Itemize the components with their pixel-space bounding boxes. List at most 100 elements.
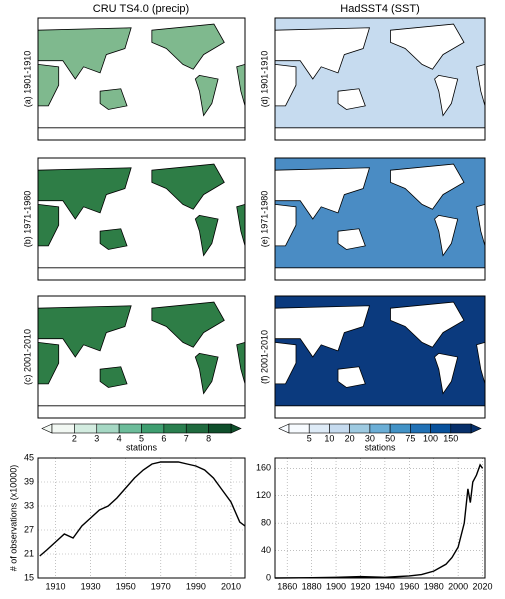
- colorbar-tick-label: 20: [345, 433, 355, 443]
- panel-label: (b) 1971-1980: [22, 191, 32, 248]
- colorbar-box: [308, 423, 330, 434]
- map-frame: [274, 157, 486, 281]
- map-land: [37, 305, 132, 358]
- panel-label: (f) 2001-2010: [259, 330, 269, 384]
- x-tick-label: 1980: [424, 581, 444, 591]
- colorbar-tick-label: 2: [72, 433, 77, 443]
- colorbar-tick-label: 8: [206, 433, 211, 443]
- colorbar-arrow: [278, 423, 290, 434]
- map-land: [274, 27, 371, 80]
- y-axis-label: # of observations (x10000): [8, 465, 18, 572]
- map-land: [274, 167, 371, 220]
- map-land: [390, 23, 465, 70]
- y-tick-label: 39: [24, 476, 34, 486]
- colorbar-tick-label: 100: [423, 433, 438, 443]
- colorbar-tick-label: 50: [385, 433, 395, 443]
- colorbar-tick-label: 4: [117, 433, 122, 443]
- map-land: [274, 405, 486, 419]
- colorbar-tick-label: 75: [405, 433, 415, 443]
- colorbar-box: [450, 423, 472, 434]
- x-tick-label: 1990: [186, 581, 206, 591]
- colorbar-label: stations: [126, 442, 158, 452]
- panel-label: (e) 1971-1980: [259, 191, 269, 248]
- map-land: [274, 127, 486, 141]
- colorbar-box: [141, 423, 165, 434]
- y-tick-label: 160: [256, 463, 271, 473]
- map-land: [274, 305, 371, 358]
- x-tick-label: 1910: [46, 581, 66, 591]
- map-land: [99, 88, 128, 110]
- colorbar-arrow: [470, 423, 482, 434]
- x-tick-label: 2010: [221, 581, 241, 591]
- colorbar-box: [430, 423, 452, 434]
- map-land: [37, 27, 132, 80]
- map-land: [434, 214, 459, 257]
- map-frame: [274, 17, 486, 141]
- x-tick-label: 1950: [116, 581, 136, 591]
- map-land: [194, 74, 219, 117]
- y-tick-label: 45: [24, 452, 34, 462]
- plot-frame: [37, 457, 246, 579]
- y-tick-label: 15: [24, 572, 34, 582]
- colorbar-box: [329, 423, 350, 434]
- colorbar-tick-label: 10: [324, 433, 334, 443]
- map-land: [390, 163, 465, 210]
- colorbar-box: [185, 423, 209, 434]
- map-land: [37, 167, 132, 220]
- map-land: [274, 267, 486, 281]
- map-land: [194, 214, 219, 257]
- x-tick-label: 1860: [277, 581, 297, 591]
- colorbar-box: [389, 423, 411, 434]
- colorbar-tick-label: 5: [307, 433, 312, 443]
- map-land: [390, 301, 465, 348]
- colorbar-label: stations: [364, 442, 396, 452]
- map-frame: [37, 295, 246, 419]
- map-frame: [37, 157, 246, 281]
- x-tick-label: 1970: [151, 581, 171, 591]
- x-tick-label: 1940: [375, 581, 395, 591]
- y-tick-label: 40: [261, 545, 271, 555]
- colorbar-box: [208, 423, 232, 434]
- colorbar-tick-label: 150: [443, 433, 458, 443]
- colorbar-tick-label: 6: [161, 433, 166, 443]
- x-tick-label: 1960: [399, 581, 419, 591]
- map-land: [37, 267, 246, 281]
- map-frame: [37, 17, 246, 141]
- colorbar-box: [118, 423, 142, 434]
- colorbar-tick-label: 5: [139, 433, 144, 443]
- y-tick-label: 33: [24, 500, 34, 510]
- colorbar-box: [410, 423, 431, 434]
- colorbar-box: [51, 423, 75, 434]
- map-land: [337, 88, 366, 110]
- column-header: HadSST4 (SST): [340, 3, 419, 15]
- map-land: [151, 301, 225, 348]
- panel-label: (d) 1901-1910: [259, 51, 269, 108]
- map-land: [37, 127, 246, 141]
- map-land: [37, 405, 246, 419]
- colorbar-box: [96, 423, 120, 434]
- map-land: [194, 352, 219, 395]
- map-land: [337, 366, 366, 388]
- x-tick-label: 1900: [326, 581, 346, 591]
- map-land: [151, 163, 225, 210]
- y-tick-label: 21: [24, 548, 34, 558]
- map-land: [151, 23, 225, 70]
- colorbar-tick-label: 7: [184, 433, 189, 443]
- map-land: [99, 366, 128, 388]
- y-tick-label: 27: [24, 524, 34, 534]
- colorbar-tick-label: 30: [365, 433, 375, 443]
- panel-label: (a) 1901-1910: [22, 51, 32, 108]
- colorbar-box: [369, 423, 391, 434]
- colorbar-arrow: [41, 423, 53, 434]
- y-tick-label: 80: [261, 518, 271, 528]
- colorbar-arrow: [230, 423, 242, 434]
- colorbar-tick-label: 3: [94, 433, 99, 443]
- x-tick-label: 2000: [448, 581, 468, 591]
- map-frame: [274, 295, 486, 419]
- panel-label: (c) 2001-2010: [22, 329, 32, 385]
- colorbar-box: [288, 423, 310, 434]
- y-tick-label: 120: [256, 490, 271, 500]
- y-tick-label: 0: [266, 572, 271, 582]
- data-line: [274, 463, 484, 579]
